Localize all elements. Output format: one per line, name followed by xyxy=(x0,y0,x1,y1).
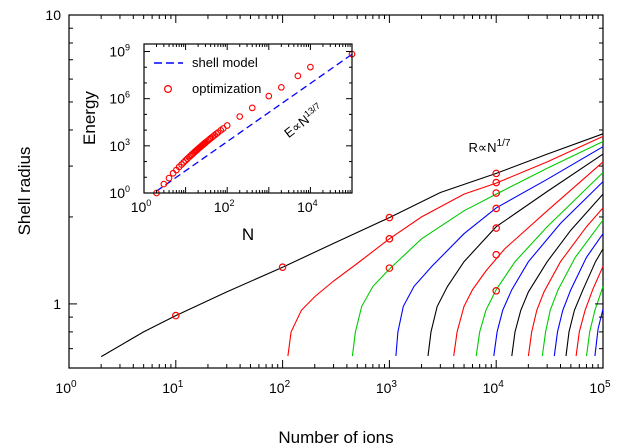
inset-marker-point xyxy=(165,174,173,182)
inset-marker-point xyxy=(178,161,185,168)
main-x-tick-label: 101 xyxy=(162,379,184,396)
main-tick-group: 100 101 102 103 104 105 1 10 xyxy=(45,7,611,396)
inset-marker-point xyxy=(265,92,273,100)
main-marker-point xyxy=(172,311,180,320)
inset-y-tick-label: 103 xyxy=(109,137,130,154)
inset-legend: shell model optimization xyxy=(154,55,261,96)
legend-optimization-marker xyxy=(164,84,173,93)
main-series-line-2 xyxy=(351,141,604,357)
main-marker-point xyxy=(492,169,501,178)
inset-marker-point xyxy=(223,122,231,129)
inset-tick-group: 100 102 104 100 103 106 109 xyxy=(109,43,353,215)
main-marker-point xyxy=(385,235,394,243)
inset-series-group xyxy=(156,53,353,192)
inset-x-axis-title: N xyxy=(242,225,254,244)
inset-x-tick-label: 100 xyxy=(131,198,152,215)
inset-marker-point xyxy=(180,159,188,166)
main-series-line-4 xyxy=(427,153,604,357)
main-marker-point xyxy=(492,224,501,232)
inset-marker-group xyxy=(153,50,356,197)
main-marker-point xyxy=(492,189,501,197)
inset-y-tick-label: 109 xyxy=(109,43,130,60)
main-x-tick-label: 103 xyxy=(376,379,398,396)
main-series-line-1 xyxy=(287,135,604,357)
main-series-line-14 xyxy=(585,286,604,357)
legend-optimization-label: optimization xyxy=(192,81,261,96)
inset-y-axis-title: Energy xyxy=(80,91,99,145)
main-series-line-7 xyxy=(493,181,604,357)
main-x-axis-title: Number of ions xyxy=(278,428,393,447)
main-series-line-0 xyxy=(100,133,604,358)
inset-plot-frame xyxy=(143,43,353,194)
main-y-tick-label: 10 xyxy=(45,7,61,23)
inset-y-tick-label: 100 xyxy=(109,184,130,201)
main-series-line-13 xyxy=(575,266,604,357)
main-fit-annotation: R∝N1/7 xyxy=(468,138,510,155)
main-marker-point xyxy=(492,287,501,295)
main-marker-point xyxy=(385,264,394,272)
main-series-line-12 xyxy=(565,248,604,357)
inset-marker-point xyxy=(307,63,314,71)
main-series-line-9 xyxy=(527,207,604,357)
main-series-line-11 xyxy=(553,233,604,357)
main-plot-frame xyxy=(68,14,604,369)
main-marker-group xyxy=(172,169,501,320)
main-series-line-10 xyxy=(541,219,604,357)
inset-x-tick-label: 102 xyxy=(214,198,235,215)
legend-shell-model-label: shell model xyxy=(192,55,258,70)
inset-marker-point xyxy=(248,104,256,112)
main-y-axis-title: Shell radius xyxy=(15,147,34,236)
main-series-line-3 xyxy=(395,146,604,357)
inset-marker-point xyxy=(277,83,285,91)
inset-x-tick-label: 104 xyxy=(297,198,318,215)
inset-marker-point xyxy=(236,113,244,120)
inset-marker-point xyxy=(294,72,302,80)
main-x-tick-label: 104 xyxy=(483,379,505,396)
inset-fit-line xyxy=(156,53,353,192)
main-x-tick-label: 102 xyxy=(269,379,291,396)
inset-marker-point xyxy=(160,180,168,188)
main-marker-point xyxy=(385,213,394,222)
main-marker-point xyxy=(492,178,501,187)
inset-marker-point xyxy=(213,130,220,138)
main-marker-point xyxy=(278,263,287,271)
main-series-line-8 xyxy=(511,193,604,357)
main-marker-point xyxy=(492,250,501,259)
main-marker-point xyxy=(492,204,501,213)
main-x-tick-label: 100 xyxy=(55,379,77,396)
main-series-line-5 xyxy=(453,161,604,357)
main-y-tick-label: 1 xyxy=(53,296,61,312)
main-series-line-15 xyxy=(594,308,604,357)
main-x-tick-label: 105 xyxy=(589,379,611,396)
main-chart: 100 101 102 103 104 105 1 10 Number of ions She… xyxy=(15,7,611,447)
main-series-group xyxy=(100,133,604,358)
main-series-line-6 xyxy=(475,172,604,357)
inset-y-tick-label: 106 xyxy=(109,90,130,107)
